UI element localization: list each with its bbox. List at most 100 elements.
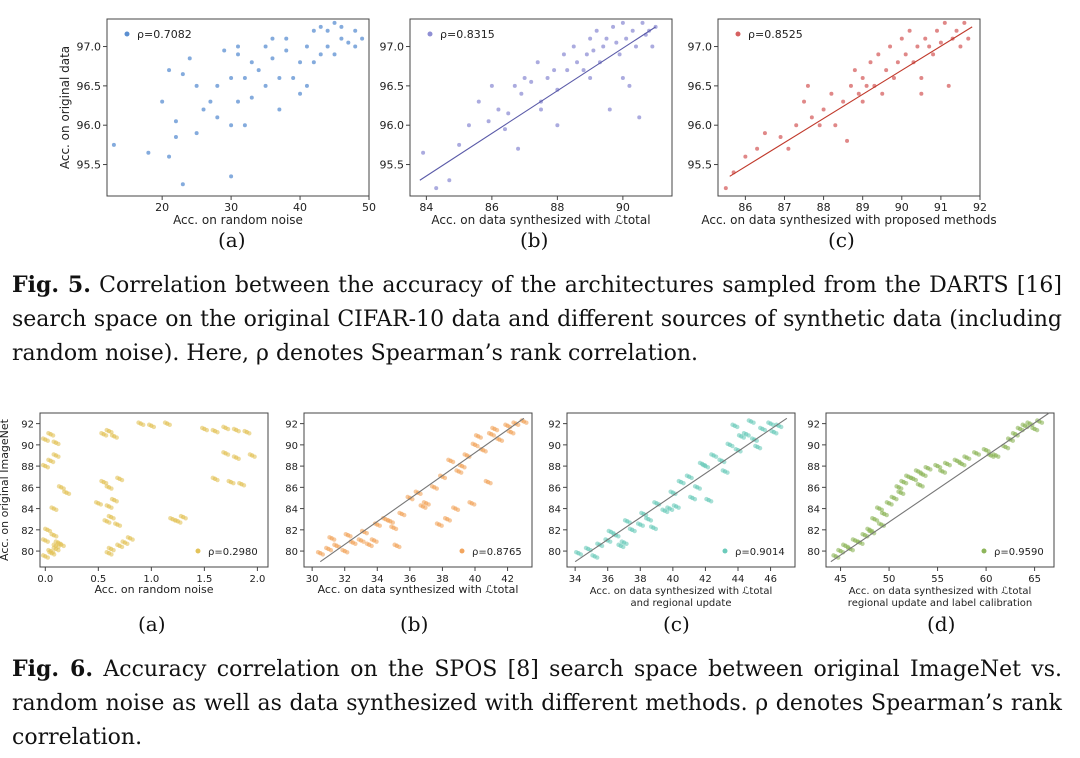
fig5b-point [502,127,507,132]
fig6a-point [231,454,237,459]
fig6b-point [423,505,428,510]
fig5a-point [180,72,185,77]
fig6a-point [104,549,109,555]
fig6d-point [874,505,880,510]
fig5c-xtick-label: 91 [934,201,948,214]
fig6b-point [402,512,407,518]
fig6d-point [870,516,875,521]
fig6d-point [1010,431,1016,436]
fig6d-point [879,507,885,512]
fig6d-point [920,484,925,489]
fig6c-point [774,431,779,436]
fig5a-ylabel: Acc. on original data [58,46,72,169]
fig6b-point [434,521,440,526]
fig5b-point [535,60,540,65]
fig6b-point [454,468,459,473]
fig6-sublabel-d: (d) [927,612,956,636]
fig6c-point [708,499,714,504]
fig5c-point [829,91,834,96]
fig6b-point [507,424,513,430]
fig6c-point [689,475,694,481]
fig5a-xtick-label: 40 [293,201,307,214]
fig6c-ytick-label: 92 [548,420,561,431]
fig5a-point [256,68,261,73]
fig5c-point [915,44,920,49]
fig6d-xlabel-line2: regional update and label calibration [848,598,1032,609]
fig6a-point [252,454,257,459]
fig5b-point [506,111,511,116]
fig6a-point [56,541,62,546]
fig6a-point [183,516,188,521]
fig6c-xlabel-line1: Acc. on data synthesized with ℒtotal [590,586,773,597]
fig6d-point [991,454,996,459]
fig6d-point [986,449,991,454]
fig5c-point [899,36,904,41]
fig6a-point [103,433,109,438]
fig6d-point [937,465,943,470]
fig6b-point [332,542,337,547]
fig6b-point [421,500,427,505]
fig6d-point [867,528,872,534]
fig6a-point [107,520,112,525]
fig6-sublabel-c: (c) [663,612,690,636]
fig6a-point [125,541,130,546]
fig5a-point [208,99,213,104]
fig5c-point [931,52,936,57]
fig6c-point [705,465,711,470]
fig6d-ytick-label: 86 [807,483,820,494]
fig6d-legend-marker [981,548,987,554]
fig6a-point [231,481,236,486]
fig5a-point [298,60,303,65]
fig6c-point [762,427,768,433]
fig5c-point [903,52,908,57]
fig6c-point [720,468,725,473]
fig6d-point [1030,425,1035,431]
fig6c-point [692,496,698,502]
fig6b-point [442,475,448,481]
fig6d-point [947,462,952,468]
fig6d-ytick-label: 82 [807,526,820,537]
fig6c-ytick-label: 80 [548,547,561,558]
fig5c-point [868,60,873,65]
fig5c-point [817,123,822,128]
fig5c-point [942,20,947,25]
fig6a-point [109,552,114,557]
fig6c-ytick-label: 88 [548,462,561,473]
fig6d-point [894,484,899,489]
fig6c-point [746,418,752,423]
fig6d-xtick-label: 50 [883,574,896,585]
fig5c-point [954,28,959,33]
fig6b-point [397,510,402,516]
fig5b-point [601,44,606,49]
fig6b-point [324,545,329,551]
fig5c-rho-label: ρ=0.8525 [748,28,803,41]
fig6b-point [385,518,391,523]
fig6b-point [491,433,496,438]
fig5a-point [180,182,185,187]
fig6a-point [237,480,242,486]
fig5a-point [242,76,247,80]
fig6a-point [99,431,104,436]
fig6c-point [684,473,690,478]
fig6d-point [923,465,928,470]
fig5b-point [447,178,452,183]
fig6b-point [393,526,399,532]
fig6b-point [511,431,516,436]
fig5b-point [516,146,521,151]
fig5a-point [353,28,358,33]
fig6a-point [215,430,220,435]
fig6d-fit-line [830,412,1050,563]
fig6a-point [178,520,183,525]
fig5a-point [332,20,337,25]
fig6c-point [665,505,670,510]
fig6c-point [746,433,751,438]
fig5a-point [236,52,240,57]
fig5b-xtick-label: 88 [550,201,564,214]
fig5a-ytick-label: 96.5 [77,80,102,93]
fig5b-point [633,44,638,49]
fig6a-point [167,422,172,428]
fig5a-chart: 20 30 40 50 95.5 96.0 96.5 97.0 ρ=0.7082 Acc. on … [58,18,376,227]
fig6b-xtick-label: 30 [306,574,319,585]
fig5a-point [173,135,178,139]
